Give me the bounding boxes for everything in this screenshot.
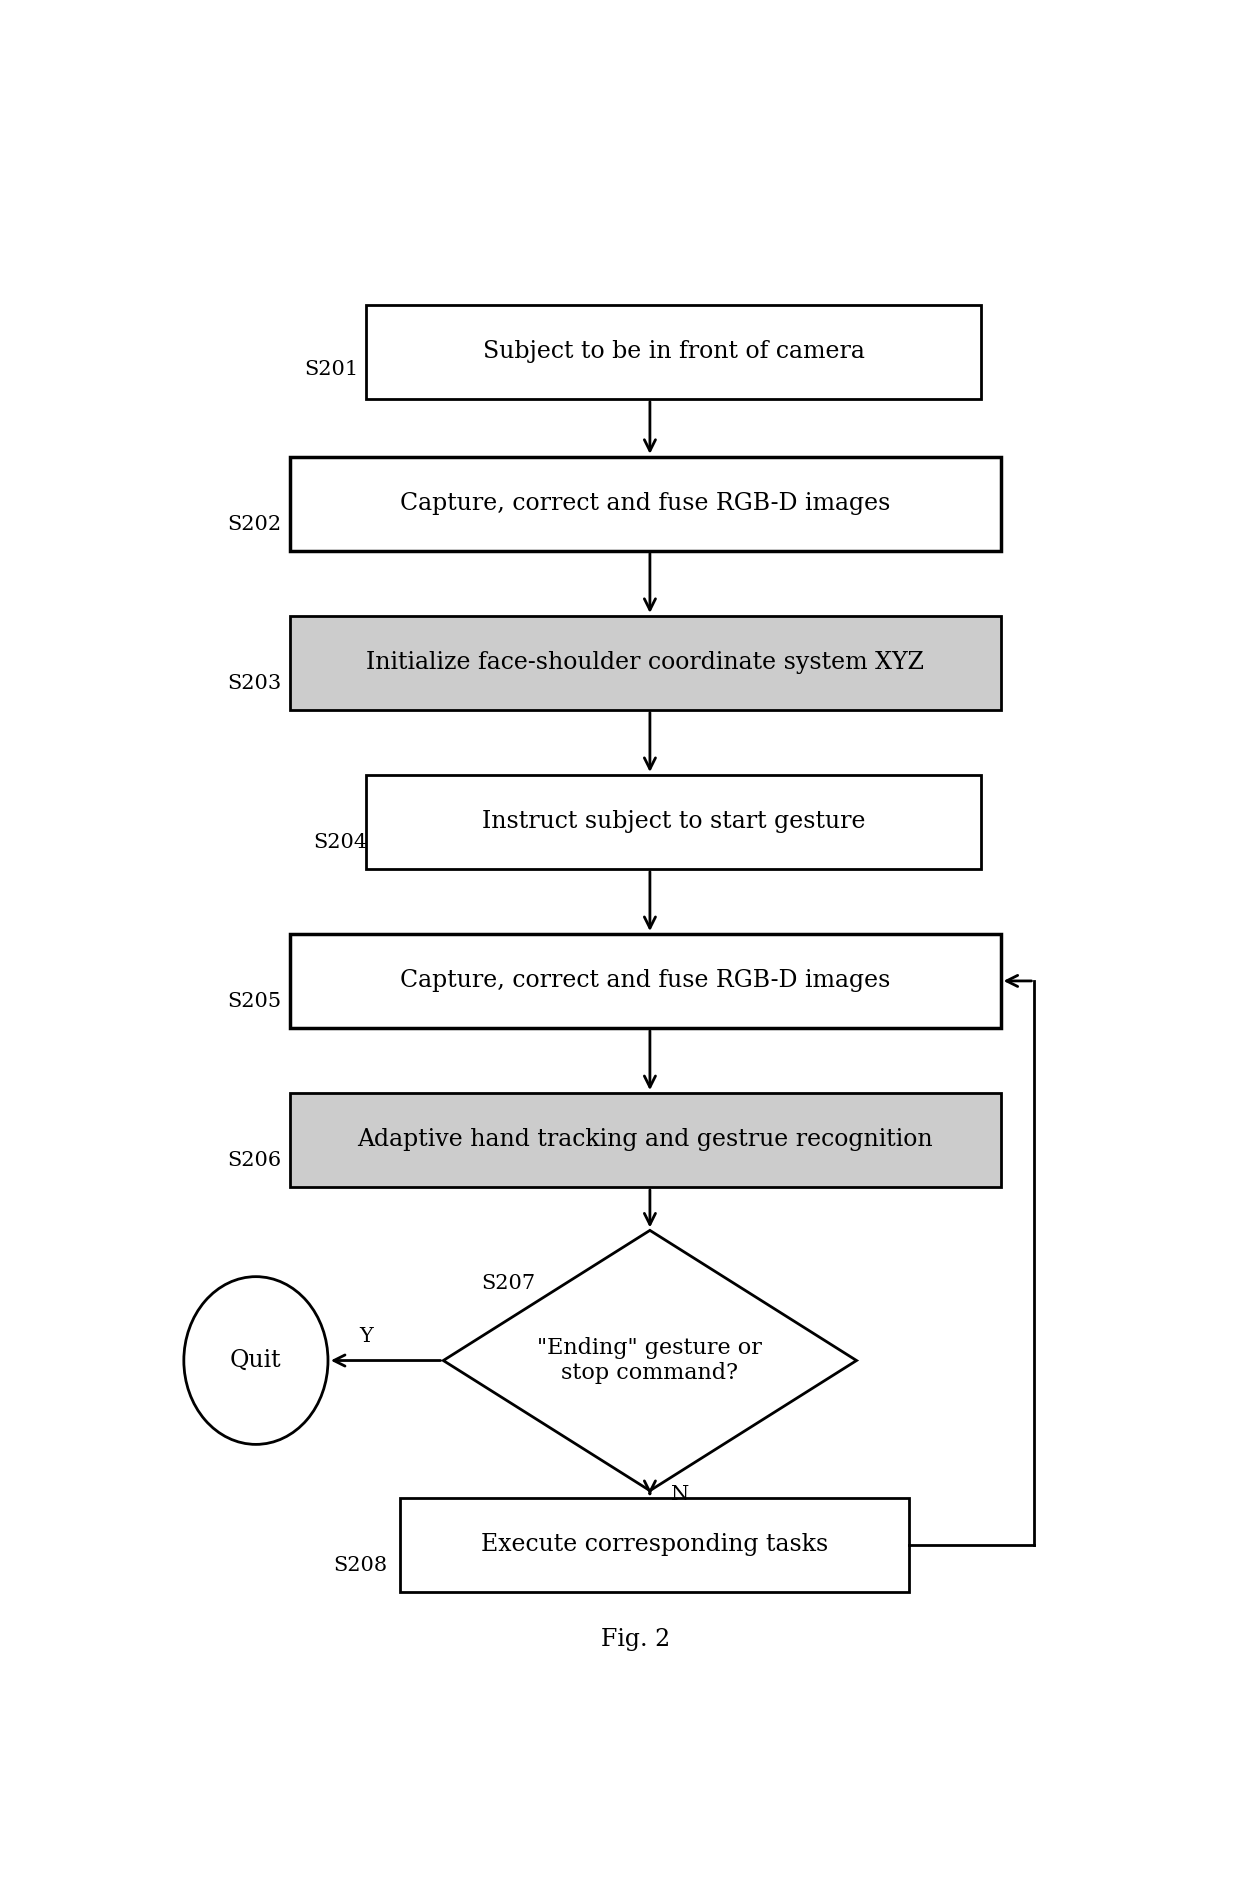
Text: S206: S206: [227, 1151, 281, 1170]
Polygon shape: [444, 1230, 857, 1491]
Text: S202: S202: [227, 515, 281, 533]
FancyBboxPatch shape: [290, 616, 1001, 710]
Text: S203: S203: [227, 674, 281, 693]
Text: S201: S201: [304, 361, 358, 379]
Text: Capture, correct and fuse RGB-D images: Capture, correct and fuse RGB-D images: [401, 969, 890, 992]
Text: S204: S204: [314, 834, 368, 853]
FancyBboxPatch shape: [367, 304, 982, 398]
Text: Capture, correct and fuse RGB-D images: Capture, correct and fuse RGB-D images: [401, 492, 890, 515]
Ellipse shape: [184, 1277, 327, 1444]
FancyBboxPatch shape: [367, 776, 982, 870]
Text: Quit: Quit: [231, 1348, 281, 1373]
FancyBboxPatch shape: [290, 933, 1001, 1027]
Text: Initialize face-shoulder coordinate system XYZ: Initialize face-shoulder coordinate syst…: [366, 652, 924, 674]
Text: Instruct subject to start gesture: Instruct subject to start gesture: [482, 811, 866, 834]
FancyBboxPatch shape: [290, 456, 1001, 550]
Text: Y: Y: [360, 1328, 373, 1347]
Text: Adaptive hand tracking and gestrue recognition: Adaptive hand tracking and gestrue recog…: [357, 1129, 932, 1151]
Text: Subject to be in front of camera: Subject to be in front of camera: [484, 340, 864, 362]
Text: "Ending" gesture or
stop command?: "Ending" gesture or stop command?: [537, 1337, 763, 1384]
FancyBboxPatch shape: [290, 1093, 1001, 1187]
Text: N: N: [671, 1485, 689, 1504]
Text: Execute corresponding tasks: Execute corresponding tasks: [481, 1534, 828, 1557]
Text: S208: S208: [332, 1557, 387, 1576]
FancyBboxPatch shape: [401, 1499, 909, 1593]
Text: S205: S205: [227, 992, 281, 1012]
Text: Fig. 2: Fig. 2: [601, 1628, 670, 1651]
Text: S207: S207: [481, 1275, 536, 1294]
